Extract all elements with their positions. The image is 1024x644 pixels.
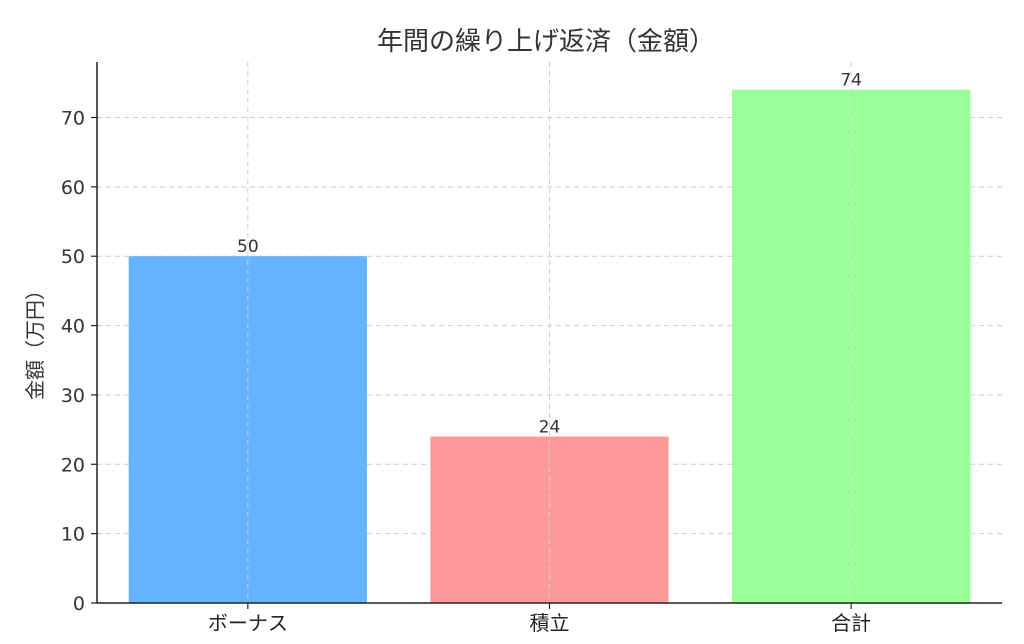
- vertical-gridlines: [247, 62, 852, 603]
- bar-value-label: 74: [840, 71, 862, 91]
- bar-value-label: 50: [237, 237, 259, 257]
- chart-title: 年間の繰り上げ返済（金額）: [377, 27, 715, 57]
- y-tick-label: 40: [61, 316, 85, 338]
- bar: [732, 89, 971, 603]
- y-tick-label: 20: [61, 454, 85, 476]
- y-axis-label: 金額（万円）: [23, 280, 47, 400]
- x-category-label: 合計: [831, 611, 871, 635]
- bar-value-label: 24: [539, 418, 561, 438]
- axes: [91, 62, 1002, 609]
- y-tick-label: 30: [61, 385, 85, 407]
- y-tick-label: 50: [61, 246, 85, 268]
- x-category-label: 積立: [530, 611, 570, 635]
- y-tick-label: 70: [61, 107, 85, 129]
- bars: [128, 89, 971, 603]
- labels: 0 10 20 30 40 50 60 70 50 ボーナス 24 積立 74 合計: [61, 71, 871, 635]
- x-category-label: ボーナス: [208, 611, 288, 635]
- y-tick-label: 60: [61, 177, 85, 199]
- y-tick-label: 10: [61, 524, 85, 546]
- y-tick-label: 0: [73, 593, 85, 615]
